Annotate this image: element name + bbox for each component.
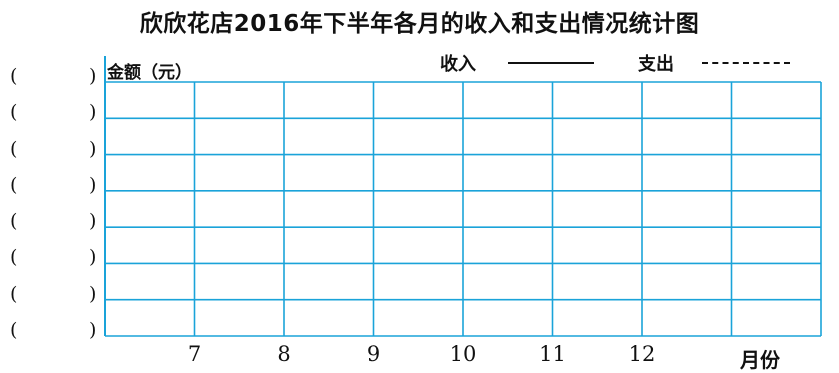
y-blank-open-paren: (: [10, 173, 18, 196]
x-tick-label: 10: [449, 342, 477, 366]
y-blank-close-paren: ): [89, 282, 97, 305]
y-blank-open-paren: (: [10, 210, 18, 233]
y-blank-open-paren: (: [10, 65, 18, 87]
x-tick-label: 8: [277, 342, 291, 366]
legend-income-solid-line: [508, 62, 594, 64]
x-tick-label: 11: [539, 342, 566, 366]
legend-income-label: 收入: [440, 54, 476, 75]
legend-expense-label: 支出: [638, 54, 674, 75]
y-blank-close-paren: ): [89, 246, 97, 269]
x-tick-label: 12: [628, 342, 656, 366]
y-blank-open-paren: (: [10, 137, 18, 160]
y-blank-open-paren: (: [10, 101, 18, 124]
y-blank-close-paren: ): [89, 101, 97, 124]
y-axis-label: 金额（元）: [107, 63, 192, 83]
y-blank-close-paren: ): [89, 137, 97, 160]
y-blank-open-paren: (: [10, 319, 18, 341]
y-blank-close-paren: ): [89, 319, 97, 341]
y-blank-open-paren: (: [10, 246, 18, 269]
y-blank-close-paren: ): [89, 173, 97, 196]
x-tick-label: 9: [366, 342, 381, 366]
x-axis-unit-label: 月份: [740, 348, 780, 372]
y-blank-close-paren: ): [89, 65, 97, 87]
y-blank-open-paren: (: [10, 282, 18, 305]
y-blank-close-paren: ): [89, 210, 97, 233]
legend-expense-dashed-line: [702, 62, 790, 64]
y-axis-blank-labels: () () () () () () () (): [0, 0, 105, 372]
chart-title: 欣欣花店2016年下半年各月的收入和支出情况统计图: [139, 11, 700, 37]
legend: 收入 支出: [440, 50, 820, 78]
x-tick-label: 7: [187, 342, 202, 366]
